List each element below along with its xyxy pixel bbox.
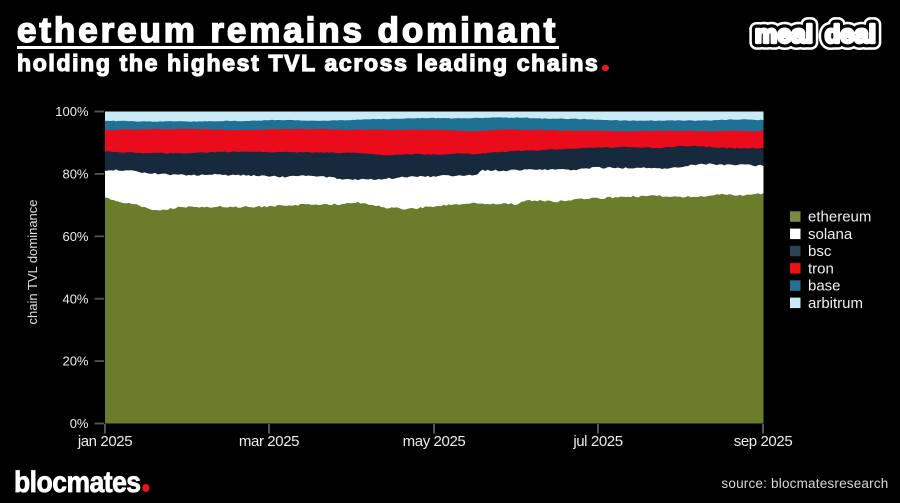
svg-text:jan 2025: jan 2025: [77, 433, 132, 450]
svg-text:20%: 20%: [62, 354, 88, 369]
svg-text:solana: solana: [808, 226, 853, 243]
svg-text:mar 2025: mar 2025: [239, 433, 299, 450]
svg-text:bsc: bsc: [808, 243, 832, 260]
svg-text:0%: 0%: [70, 416, 89, 431]
svg-text:chain TVL dominance: chain TVL dominance: [25, 199, 40, 324]
svg-text:100%: 100%: [55, 104, 89, 119]
svg-text:may 2025: may 2025: [403, 433, 466, 450]
svg-text:meal deal: meal deal: [755, 20, 876, 48]
svg-text:sep 2025: sep 2025: [734, 433, 793, 450]
svg-text:40%: 40%: [62, 291, 88, 306]
svg-text:base: base: [808, 278, 841, 295]
svg-text:jul 2025: jul 2025: [572, 433, 622, 450]
svg-text:arbitrum: arbitrum: [808, 295, 863, 312]
svg-text:ethereum: ethereum: [808, 209, 871, 226]
svg-text:tron: tron: [808, 260, 834, 277]
svg-text:meal deal: meal deal: [755, 20, 876, 48]
svg-text:80%: 80%: [62, 167, 88, 182]
svg-text:60%: 60%: [62, 229, 88, 244]
